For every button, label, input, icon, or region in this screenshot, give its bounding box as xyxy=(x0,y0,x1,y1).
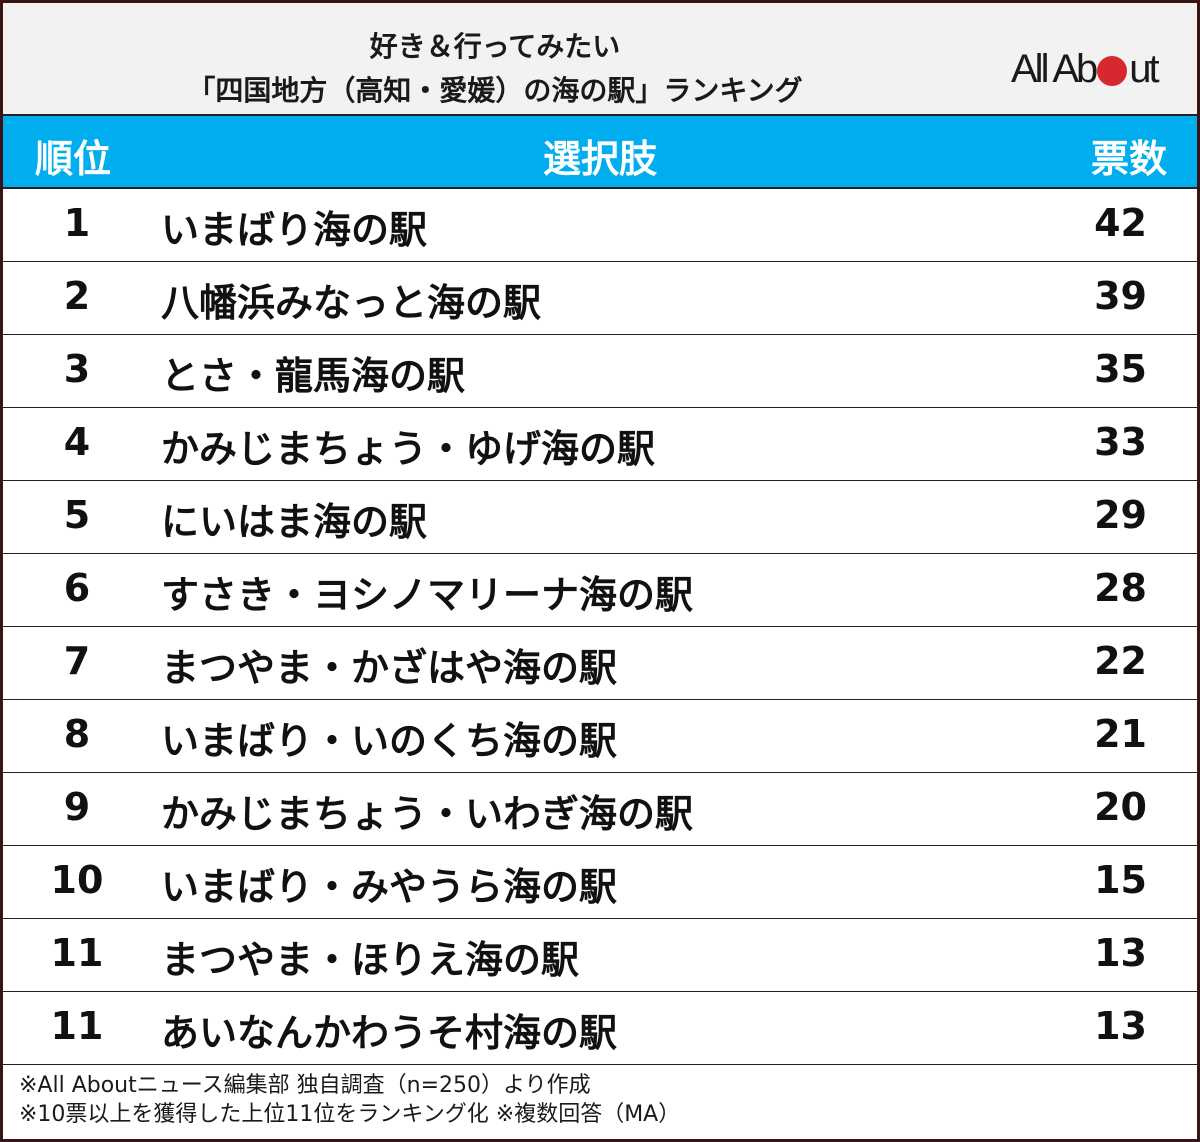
rank-cell: 11 xyxy=(50,1004,104,1048)
votes-cell: 15 xyxy=(1094,858,1147,902)
rank-cell: 10 xyxy=(50,858,104,902)
votes-cell: 22 xyxy=(1094,639,1147,683)
table-row: 9 かみじまちょう・いわぎ海の駅 20 xyxy=(3,773,1197,846)
votes-cell: 28 xyxy=(1094,566,1147,610)
table-body: 1 いまばり海の駅 42 2 八幡浜みなっと海の駅 39 3 とさ・龍馬海の駅 … xyxy=(3,189,1197,1065)
votes-cell: 35 xyxy=(1094,347,1147,391)
rank-cell: 9 xyxy=(63,785,91,829)
name-cell: かみじまちょう・いわぎ海の駅 xyxy=(161,792,694,836)
table-row: 6 すさき・ヨシノマリーナ海の駅 28 xyxy=(3,554,1197,627)
footnote-method: ※10票以上を獲得した上位11位をランキング化 ※複数回答（MA） xyxy=(19,1102,681,1127)
name-cell: まつやま・かざはや海の駅 xyxy=(161,646,618,690)
header-votes: 票数 xyxy=(1090,137,1167,181)
table-row: 8 いまばり・いのくち海の駅 21 xyxy=(3,700,1197,773)
table-row: 1 いまばり海の駅 42 xyxy=(3,189,1197,262)
name-cell: いまばり海の駅 xyxy=(161,208,428,252)
logo-red-dot-icon xyxy=(1097,56,1128,86)
rank-cell: 1 xyxy=(63,201,91,245)
logo-text-end: ut xyxy=(1129,46,1159,91)
table-row: 3 とさ・龍馬海の駅 35 xyxy=(3,335,1197,408)
allabout-logo: All Ab ut xyxy=(1011,46,1160,91)
header-rank: 順位 xyxy=(35,137,112,181)
table-row: 7 まつやま・かざはや海の駅 22 xyxy=(3,627,1197,700)
header-choice: 選択肢 xyxy=(542,137,657,181)
name-cell: いまばり・いのくち海の駅 xyxy=(161,719,618,763)
votes-cell: 29 xyxy=(1094,493,1147,537)
table-row: 2 八幡浜みなっと海の駅 39 xyxy=(3,262,1197,335)
table-row: 11 あいなんかわうそ村海の駅 13 xyxy=(3,992,1197,1065)
votes-cell: 33 xyxy=(1094,420,1147,464)
rank-cell: 6 xyxy=(63,566,91,610)
votes-cell: 20 xyxy=(1094,785,1147,829)
rank-cell: 5 xyxy=(63,493,91,537)
name-cell: すさき・ヨシノマリーナ海の駅 xyxy=(161,573,694,617)
name-cell: かみじまちょう・ゆげ海の駅 xyxy=(161,427,656,471)
rank-cell: 2 xyxy=(63,274,91,318)
title-line-1: 好き＆行ってみたい xyxy=(369,30,621,63)
footnotes: ※All Aboutニュース編集部 独自調査（n=250）より作成 ※10票以上… xyxy=(19,1071,680,1129)
ranking-card: 好き＆行ってみたい 「四国地方（高知・愛媛）の海の駅」ランキング All Ab u… xyxy=(3,3,1197,1139)
rank-cell: 4 xyxy=(63,420,91,464)
table-header: 順位 選択肢 票数 xyxy=(3,116,1197,189)
rank-cell: 7 xyxy=(63,639,91,683)
votes-cell: 13 xyxy=(1094,1004,1147,1048)
table-row: 5 にいはま海の駅 29 xyxy=(3,481,1197,554)
rank-cell: 11 xyxy=(50,931,104,975)
table-row: 4 かみじまちょう・ゆげ海の駅 33 xyxy=(3,408,1197,481)
votes-cell: 21 xyxy=(1094,712,1147,756)
footnote-source: ※All Aboutニュース編集部 独自調査（n=250）より作成 xyxy=(19,1073,591,1098)
votes-cell: 42 xyxy=(1094,201,1147,245)
table-row: 11 まつやま・ほりえ海の駅 13 xyxy=(3,919,1197,992)
name-cell: にいはま海の駅 xyxy=(161,500,428,544)
votes-cell: 39 xyxy=(1094,274,1147,318)
name-cell: まつやま・ほりえ海の駅 xyxy=(161,938,580,982)
name-cell: あいなんかわうそ村海の駅 xyxy=(161,1011,618,1055)
table-row: 10 いまばり・みやうら海の駅 15 xyxy=(3,846,1197,919)
rank-cell: 8 xyxy=(63,712,91,756)
name-cell: いまばり・みやうら海の駅 xyxy=(161,865,618,909)
title-line-2: 「四国地方（高知・愛媛）の海の駅」ランキング xyxy=(187,74,803,107)
name-cell: とさ・龍馬海の駅 xyxy=(161,354,466,398)
title-area: 好き＆行ってみたい 「四国地方（高知・愛媛）の海の駅」ランキング All Ab u… xyxy=(3,3,1197,116)
votes-cell: 13 xyxy=(1094,931,1147,975)
name-cell: 八幡浜みなっと海の駅 xyxy=(161,281,542,325)
rank-cell: 3 xyxy=(63,347,91,391)
logo-text-start: All Ab xyxy=(1011,46,1098,91)
